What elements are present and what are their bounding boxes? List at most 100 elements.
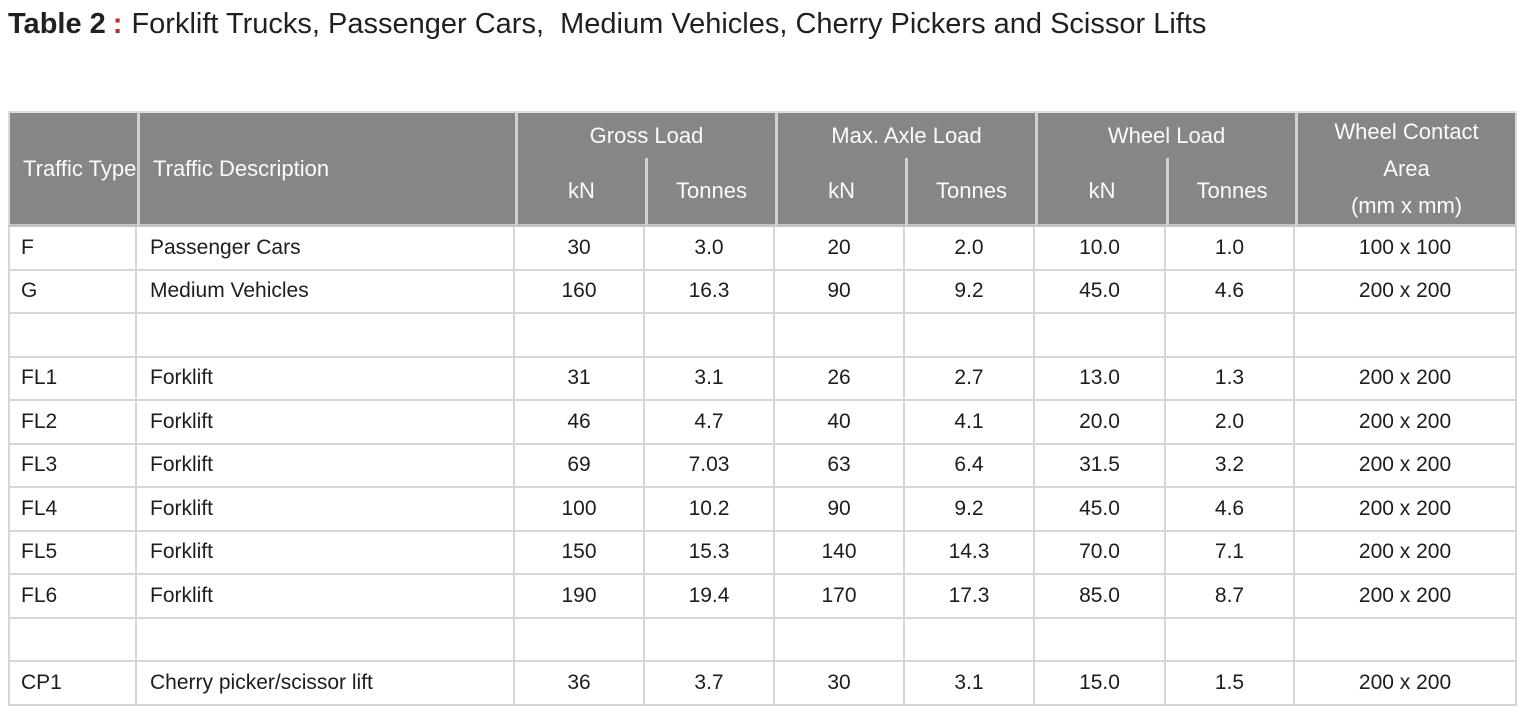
col-header-wheel-contact-area: Wheel Contact Area (mm x mm) xyxy=(1295,111,1518,227)
table-row: FL3 Forklift 69 7.03 63 6.4 31.5 3.2 200 x 200 xyxy=(8,444,1518,488)
cell-gross-load-tonnes xyxy=(645,618,776,662)
cell-traffic-type: CP1 xyxy=(8,662,137,706)
cell-wheel-load-kn: 85.0 xyxy=(1035,575,1167,619)
cell-max-axle-load-tonnes: 9.2 xyxy=(905,488,1036,532)
cell-wheel-load-tonnes: 7.1 xyxy=(1166,531,1296,575)
cell-wheel-contact-area: 200 x 200 xyxy=(1295,575,1518,619)
cell-max-axle-load-tonnes: 3.1 xyxy=(905,662,1036,706)
cell-max-axle-load-tonnes: 17.3 xyxy=(905,575,1036,619)
cell-gross-load-tonnes: 19.4 xyxy=(645,575,776,619)
cell-traffic-description xyxy=(137,314,515,358)
cell-gross-load-tonnes: 7.03 xyxy=(645,444,776,488)
cell-max-axle-load-tonnes xyxy=(905,314,1036,358)
cell-gross-load-kn: 150 xyxy=(515,531,645,575)
cell-wheel-contact-area: 200 x 200 xyxy=(1295,488,1518,532)
wheel-contact-line-1: Wheel Contact xyxy=(1334,119,1479,144)
col-header-wheel-load-kn: kN xyxy=(1035,158,1167,227)
cell-gross-load-kn: 30 xyxy=(515,227,645,271)
table-title-label: Table 2 xyxy=(8,8,106,40)
table-row: FL1 Forklift 31 3.1 26 2.7 13.0 1.3 200 x 200 xyxy=(8,357,1518,401)
cell-max-axle-load-kn xyxy=(775,314,906,358)
cell-wheel-load-tonnes: 3.2 xyxy=(1166,444,1296,488)
cell-traffic-type: FL5 xyxy=(8,531,137,575)
cell-gross-load-kn: 31 xyxy=(515,357,645,401)
cell-wheel-load-kn: 31.5 xyxy=(1035,444,1167,488)
cell-wheel-contact-area: 100 x 100 xyxy=(1295,227,1518,271)
cell-wheel-load-tonnes: 4.6 xyxy=(1166,270,1296,314)
cell-traffic-type: FL6 xyxy=(8,575,137,619)
cell-wheel-load-tonnes: 1.3 xyxy=(1166,357,1296,401)
cell-wheel-load-tonnes: 4.6 xyxy=(1166,488,1296,532)
cell-gross-load-kn: 160 xyxy=(515,270,645,314)
cell-gross-load-tonnes: 3.7 xyxy=(645,662,776,706)
cell-traffic-type: FL1 xyxy=(8,357,137,401)
table-title-separator: : xyxy=(112,8,123,40)
cell-max-axle-load-kn: 20 xyxy=(775,227,906,271)
table-title-text: Forklift Trucks, Passenger Cars, Medium … xyxy=(131,8,1207,40)
cell-gross-load-kn: 190 xyxy=(515,575,645,619)
table-title: Table 2: Forklift Trucks, Passenger Cars,… xyxy=(8,6,1525,43)
cell-max-axle-load-kn: 170 xyxy=(775,575,906,619)
table-body: F Passenger Cars 30 3.0 20 2.0 10.0 1.0 100 x 10… xyxy=(8,227,1518,706)
cell-max-axle-load-tonnes: 2.0 xyxy=(905,227,1036,271)
table-row: F Passenger Cars 30 3.0 20 2.0 10.0 1.0 100 x 10… xyxy=(8,227,1518,271)
cell-traffic-type xyxy=(8,314,137,358)
table-row: FL6 Forklift 190 19.4 170 17.3 85.0 8.7 200 x 20… xyxy=(8,575,1518,619)
cell-gross-load-kn: 36 xyxy=(515,662,645,706)
cell-gross-load-tonnes: 4.7 xyxy=(645,401,776,445)
cell-wheel-load-kn: 45.0 xyxy=(1035,270,1167,314)
cell-gross-load-kn: 69 xyxy=(515,444,645,488)
col-header-gross-load-tonnes: Tonnes xyxy=(645,158,776,227)
col-group-gross-load: Gross Load xyxy=(515,111,776,159)
cell-wheel-contact-area: 200 x 200 xyxy=(1295,270,1518,314)
cell-traffic-description: Forklift xyxy=(137,444,515,488)
wheel-contact-line-3: (mm x mm) xyxy=(1350,193,1463,218)
cell-wheel-load-kn: 15.0 xyxy=(1035,662,1167,706)
col-header-wheel-load-tonnes: Tonnes xyxy=(1166,158,1296,227)
table-row: FL4 Forklift 100 10.2 90 9.2 45.0 4.6 200 x 200 xyxy=(8,488,1518,532)
cell-gross-load-kn: 100 xyxy=(515,488,645,532)
cell-wheel-load-tonnes xyxy=(1166,314,1296,358)
cell-wheel-contact-area xyxy=(1295,618,1518,662)
cell-wheel-contact-area: 200 x 200 xyxy=(1295,357,1518,401)
cell-traffic-description xyxy=(137,618,515,662)
cell-gross-load-kn xyxy=(515,618,645,662)
table-header: Traffic Type Traffic Description Gross L… xyxy=(8,111,1518,227)
cell-max-axle-load-kn: 30 xyxy=(775,662,906,706)
cell-wheel-load-kn xyxy=(1035,314,1167,358)
cell-wheel-contact-area: 200 x 200 xyxy=(1295,662,1518,706)
spacer-row xyxy=(8,618,1518,662)
cell-traffic-description: Cherry picker/scissor lift xyxy=(137,662,515,706)
cell-max-axle-load-kn: 140 xyxy=(775,531,906,575)
cell-wheel-load-tonnes: 8.7 xyxy=(1166,575,1296,619)
col-header-traffic-description: Traffic Description xyxy=(137,111,515,227)
cell-traffic-description: Passenger Cars xyxy=(137,227,515,271)
cell-max-axle-load-kn: 90 xyxy=(775,488,906,532)
cell-wheel-load-kn: 10.0 xyxy=(1035,227,1167,271)
cell-wheel-load-tonnes: 1.5 xyxy=(1166,662,1296,706)
table-row: FL5 Forklift 150 15.3 140 14.3 70.0 7.1 200 x 20… xyxy=(8,531,1518,575)
header-row-groups: Traffic Type Traffic Description Gross L… xyxy=(8,111,1518,227)
cell-wheel-contact-area: 200 x 200 xyxy=(1295,444,1518,488)
cell-gross-load-tonnes: 3.1 xyxy=(645,357,776,401)
spacer-row xyxy=(8,314,1518,358)
header-row-units: kN Tonnes kN Tonnes kN Tonnes xyxy=(8,158,1517,227)
cell-traffic-type: G xyxy=(8,270,137,314)
cell-traffic-type: FL3 xyxy=(8,444,137,488)
cell-max-axle-load-tonnes xyxy=(905,618,1036,662)
cell-max-axle-load-kn: 40 xyxy=(775,401,906,445)
col-header-max-axle-load-kn: kN xyxy=(775,158,906,227)
cell-max-axle-load-kn: 63 xyxy=(775,444,906,488)
cell-wheel-load-kn: 70.0 xyxy=(1035,531,1167,575)
cell-wheel-contact-area: 200 x 200 xyxy=(1295,531,1518,575)
cell-traffic-type: F xyxy=(8,227,137,271)
col-header-max-axle-load-tonnes: Tonnes xyxy=(905,158,1036,227)
cell-wheel-load-kn: 20.0 xyxy=(1035,401,1167,445)
table-row: FL2 Forklift 46 4.7 40 4.1 20.0 2.0 200 x 200 xyxy=(8,401,1518,445)
cell-max-axle-load-tonnes: 9.2 xyxy=(905,270,1036,314)
cell-max-axle-load-kn xyxy=(775,618,906,662)
cell-gross-load-tonnes: 16.3 xyxy=(645,270,776,314)
col-group-wheel-load: Wheel Load xyxy=(1035,111,1296,159)
cell-traffic-description: Medium Vehicles xyxy=(137,270,515,314)
document-page: Table 2: Forklift Trucks, Passenger Cars,… xyxy=(0,6,1525,708)
